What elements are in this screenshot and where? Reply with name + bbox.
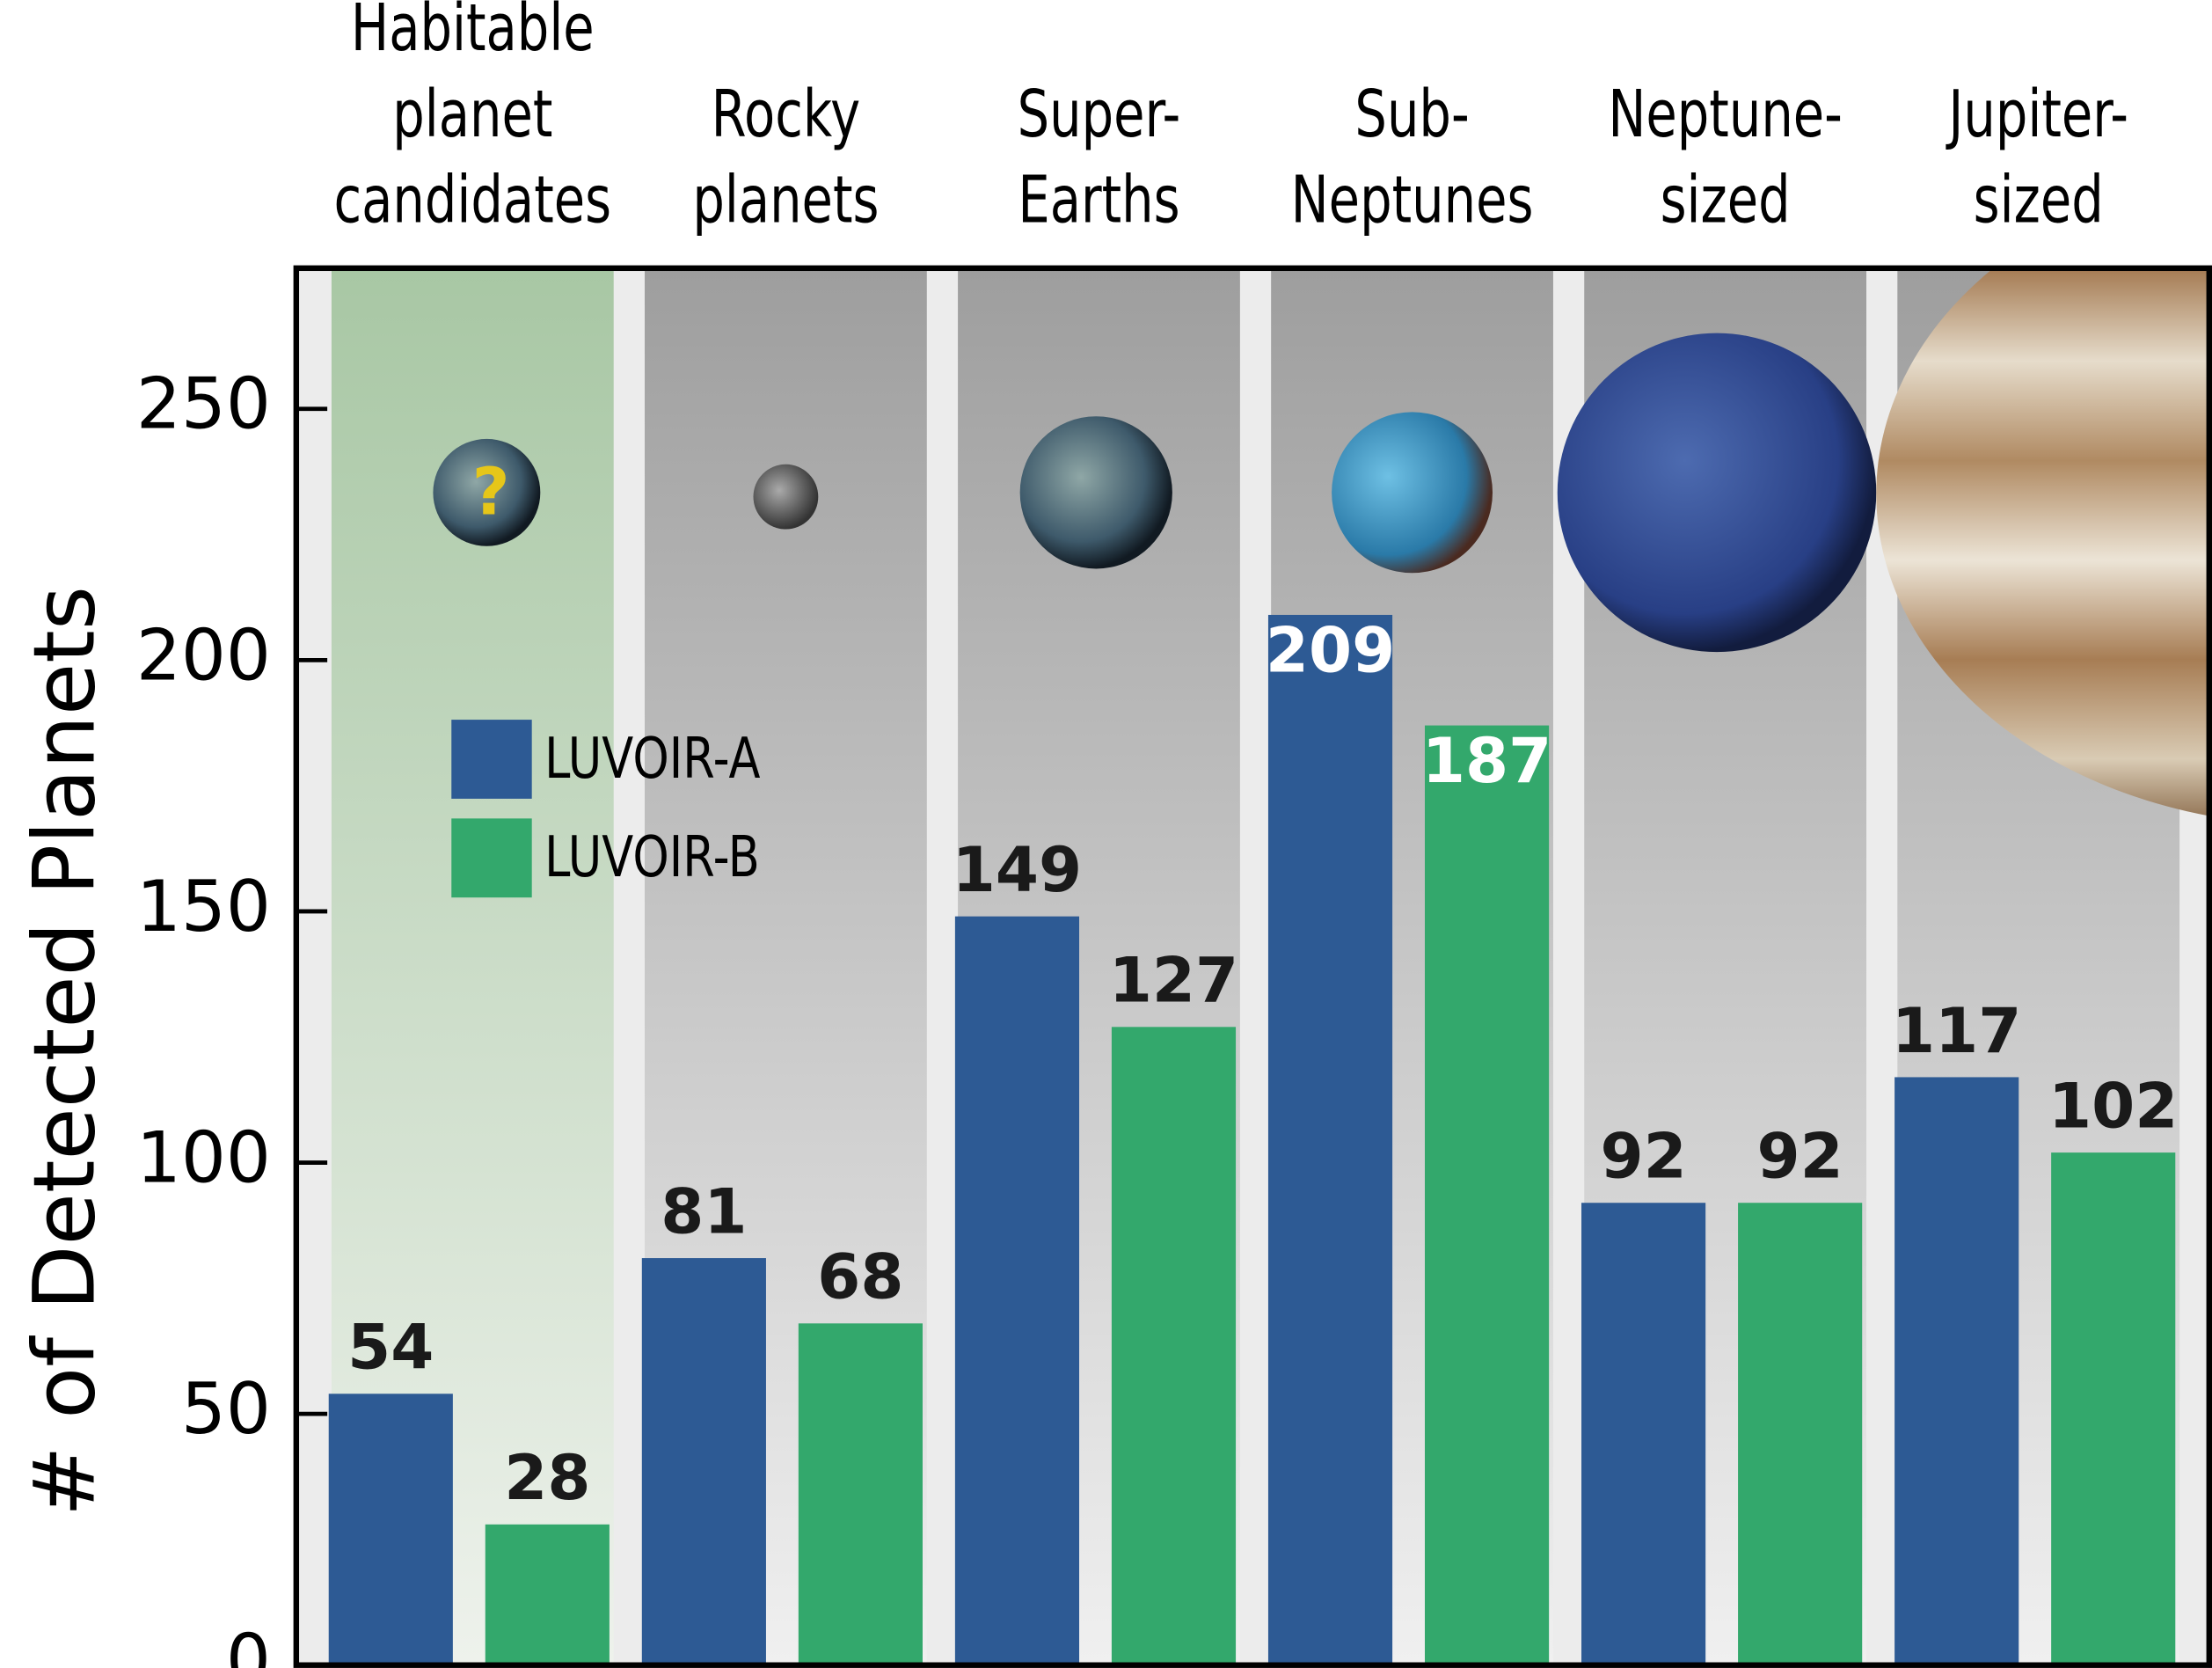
value-label: 127 (1109, 944, 1238, 1017)
legend-label: LUVOIR-A (544, 726, 760, 791)
legend-label: LUVOIR-B (544, 824, 760, 889)
y-axis-label: # of Detected Planets (16, 586, 114, 1517)
plot-frame (293, 265, 2212, 1668)
bar (1581, 1203, 1706, 1665)
bar (1111, 1027, 1237, 1665)
legend-swatch (451, 720, 532, 799)
value-label: 92 (1601, 1120, 1687, 1193)
legend-swatch (451, 818, 532, 898)
svg-text:?: ? (472, 456, 510, 530)
value-label: 209 (1266, 613, 1395, 686)
value-label: 102 (2048, 1070, 2178, 1143)
value-label: 28 (504, 1441, 590, 1514)
plot-area: 54 81 149 209 92 117 28 68 127 187 92 102 (328, 613, 2178, 1665)
value-label: 81 (661, 1174, 747, 1247)
value-label: 149 (953, 833, 1082, 906)
bar (485, 1524, 610, 1665)
planet-images: ? (433, 267, 2209, 816)
bar (1424, 725, 1550, 1665)
x-tick-label: Jupiter-sized (1946, 77, 2128, 238)
value-label: 92 (1757, 1120, 1843, 1193)
y-tick-label: 0 (226, 1620, 271, 1668)
x-tick-label: Super-Earths (1018, 77, 1181, 238)
y-tick-label: 200 (136, 614, 271, 696)
x-tick-label: Neptune-sized (1608, 77, 1843, 238)
bar (641, 1258, 766, 1665)
bar (1894, 1077, 2019, 1665)
y-tick-label: 50 (181, 1368, 271, 1450)
value-label: 117 (1892, 994, 2021, 1067)
y-tick-label: 250 (136, 363, 271, 445)
bar (954, 916, 1080, 1665)
bar (328, 1394, 453, 1665)
x-tick-label: Habitable planet candidates (334, 0, 612, 238)
bar (1738, 1203, 1863, 1665)
y-tick-label: 150 (136, 866, 271, 947)
y-tick-label: 100 (136, 1117, 271, 1199)
value-label: 54 (347, 1311, 434, 1384)
x-tick-label: Rocky planets (692, 77, 879, 238)
value-label: 68 (817, 1240, 903, 1313)
x-tick-label: Sub-Neptunes (1291, 77, 1534, 238)
value-label: 187 (1422, 724, 1551, 797)
bar (1267, 614, 1393, 1665)
bar (798, 1323, 923, 1665)
bar (2051, 1152, 2176, 1665)
